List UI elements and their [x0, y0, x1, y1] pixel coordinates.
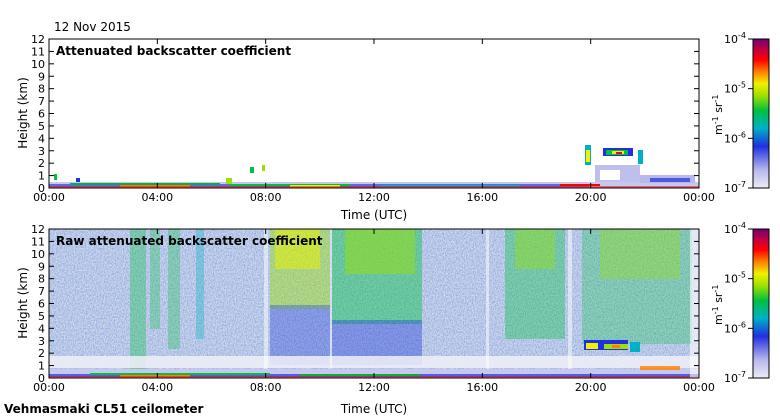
panel-title: Attenuated backscatter coefficient [56, 44, 291, 58]
backscatter-field-bottom [49, 229, 699, 378]
y-tick-label: 3 [38, 335, 45, 348]
y-tick-label: 8 [38, 273, 45, 286]
colorbar-tick-label: 10-5 [724, 271, 746, 286]
x-tick-label: 16:00 [466, 191, 498, 204]
colorbar-top: 10-4 10-5 10-6 10-7 m-1 sr-1 [711, 31, 770, 195]
y-tick-label: 4 [38, 132, 45, 145]
y-tick-label: 2 [38, 347, 45, 360]
x-axis-ticks: 00:00 04:00 08:00 12:00 16:00 20:00 00:00 [33, 39, 715, 204]
colorbar-unit: m-1 sr-1 [711, 95, 725, 135]
y-tick-label: 4 [38, 322, 45, 335]
y-tick-label: 11 [31, 45, 45, 58]
y-tick-label: 5 [38, 310, 45, 323]
y-tick-label: 6 [38, 298, 45, 311]
instrument-label: Vehmasmaki CL51 ceilometer [4, 402, 204, 416]
y-axis-label: Height (km) [16, 77, 30, 148]
y-tick-label: 1 [38, 170, 45, 183]
y-tick-label: 5 [38, 120, 45, 133]
x-tick-label: 04:00 [141, 381, 173, 394]
x-axis-ticks: 00:00 04:00 08:00 12:00 16:00 20:00 00:00 [33, 229, 715, 394]
colorbar-bottom: 10-4 10-5 10-6 10-7 m-1 sr-1 [711, 221, 770, 385]
date-label: 12 Nov 2015 [54, 20, 131, 34]
y-tick-label: 0 [38, 372, 45, 385]
y-tick-label: 2 [38, 157, 45, 170]
x-tick-label: 00:00 [33, 191, 65, 204]
colorbar-tick-label: 10-4 [724, 31, 746, 46]
x-tick-label: 16:00 [466, 381, 498, 394]
x-tick-label: 08:00 [250, 191, 282, 204]
x-tick-label: 00:00 [33, 381, 65, 394]
panel-title: Raw attenuated backscatter coefficient [56, 234, 323, 248]
y-tick-label: 3 [38, 145, 45, 158]
y-tick-label: 9 [38, 260, 45, 273]
y-tick-label: 7 [38, 285, 45, 298]
colorbar-tick-label: 10-6 [724, 130, 746, 145]
x-axis-label: Time (UTC) [340, 208, 407, 222]
x-tick-label: 20:00 [575, 191, 607, 204]
colorbar-tick-label: 10-5 [724, 81, 746, 96]
colorbar-tick-label: 10-4 [724, 221, 746, 236]
x-tick-label: 00:00 [683, 381, 715, 394]
y-tick-label: 11 [31, 235, 45, 248]
y-tick-label: 0 [38, 182, 45, 195]
x-tick-label: 20:00 [575, 381, 607, 394]
x-axis-label: Time (UTC) [340, 402, 407, 416]
y-tick-label: 9 [38, 70, 45, 83]
colorbar-tick-label: 10-7 [724, 370, 746, 385]
x-tick-label: 04:00 [141, 191, 173, 204]
y-tick-label: 7 [38, 95, 45, 108]
y-tick-label: 10 [31, 248, 45, 261]
y-tick-label: 1 [38, 360, 45, 373]
y-tick-label: 6 [38, 108, 45, 121]
colorbar-scale [752, 228, 770, 379]
y-tick-label: 12 [31, 33, 45, 46]
x-tick-label: 12:00 [358, 191, 390, 204]
colorbar-unit: m-1 sr-1 [711, 285, 725, 325]
colorbar-tick-label: 10-7 [724, 180, 746, 195]
x-tick-label: 00:00 [683, 191, 715, 204]
x-tick-label: 08:00 [250, 381, 282, 394]
colorbar-tick-label: 10-6 [724, 320, 746, 335]
y-tick-label: 10 [31, 58, 45, 71]
y-tick-label: 12 [31, 223, 45, 236]
colorbar-scale [752, 38, 770, 189]
x-tick-label: 12:00 [358, 381, 390, 394]
y-axis-label: Height (km) [16, 267, 30, 338]
y-tick-label: 8 [38, 83, 45, 96]
